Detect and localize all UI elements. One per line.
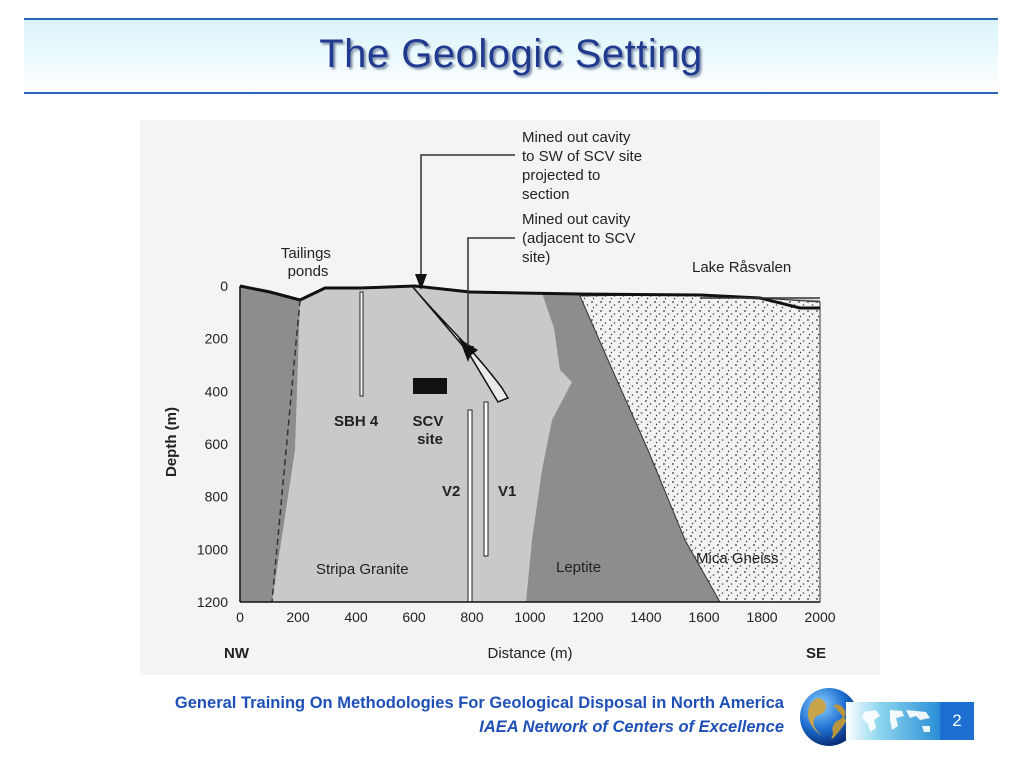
page-title: The Geologic Setting <box>319 32 703 76</box>
x-tick-label: 800 <box>460 609 484 625</box>
x-tick-label: 1200 <box>572 609 603 625</box>
arrow-cavity-sw <box>415 274 427 290</box>
x-tick-label: 1000 <box>514 609 545 625</box>
x-tick-label: 1600 <box>688 609 719 625</box>
label-scv-site: SCV site <box>412 413 447 448</box>
x-tick-label: 1400 <box>630 609 661 625</box>
label-v1: V1 <box>498 483 516 500</box>
leader-cavity-sw <box>420 154 515 280</box>
label-leptite: Leptite <box>556 559 601 576</box>
x-axis-label: Distance (m) <box>487 645 572 662</box>
footer-network-name: IAEA Network of Centers of Excellence <box>479 718 784 736</box>
label-stripa-granite: Stripa Granite <box>316 561 409 578</box>
globe-icon <box>800 688 858 746</box>
annotation-lake: Lake Råsvalen <box>692 259 791 276</box>
title-banner: The Geologic Setting <box>24 18 998 94</box>
x-tick-label: 200 <box>286 609 310 625</box>
page-number: 2 <box>940 702 974 740</box>
y-tick-label: 0 <box>220 278 228 294</box>
x-tick-label: 0 <box>236 609 244 625</box>
borehole-v1 <box>483 401 489 557</box>
arrow-cavity-adjacent <box>462 346 474 362</box>
footer-course-title: General Training On Methodologies For Ge… <box>174 694 784 712</box>
y-tick-label: 200 <box>205 331 229 347</box>
y-tick-label: 1000 <box>197 541 228 557</box>
label-sbh4: SBH 4 <box>334 413 379 430</box>
scv-site-marker <box>413 378 447 394</box>
x-tick-label: 600 <box>402 609 426 625</box>
x-axis-ticks: 0 200 400 600 800 1000 1200 1400 1600 1800 2000 <box>236 609 836 625</box>
label-mica-gneiss: Mica Gneiss <box>696 550 779 567</box>
granite-contact-line <box>271 299 301 603</box>
y-axis-label: Depth (m) <box>163 407 180 477</box>
y-tick-label: 400 <box>205 383 229 399</box>
granite-body <box>272 286 572 602</box>
x-tick-label: 1800 <box>746 609 777 625</box>
leader-cavity-adjacent <box>467 237 515 352</box>
y-tick-label: 800 <box>205 489 229 505</box>
label-v2: V2 <box>442 483 460 500</box>
y-tick-label: 600 <box>205 436 229 452</box>
x-tick-label: 400 <box>344 609 368 625</box>
annotation-tailings: Tailings ponds <box>281 245 335 280</box>
borehole-sbh4 <box>359 291 364 397</box>
y-tick-label: 1200 <box>197 594 228 610</box>
y-axis-ticks: 0 200 400 600 800 1000 1200 <box>197 278 228 610</box>
annotation-cavity-sw: Mined out cavity to SW of SCV site proje… <box>522 129 646 203</box>
annotation-cavity-adjacent: Mined out cavity (adjacent to SCV site) <box>522 211 640 266</box>
direction-se: SE <box>806 645 826 662</box>
direction-nw: NW <box>224 645 250 662</box>
x-tick-label: 2000 <box>804 609 835 625</box>
world-map-band <box>846 702 940 740</box>
geologic-cross-section: Mined out cavity to SW of SCV site proje… <box>140 120 880 675</box>
borehole-v2 <box>467 409 473 603</box>
